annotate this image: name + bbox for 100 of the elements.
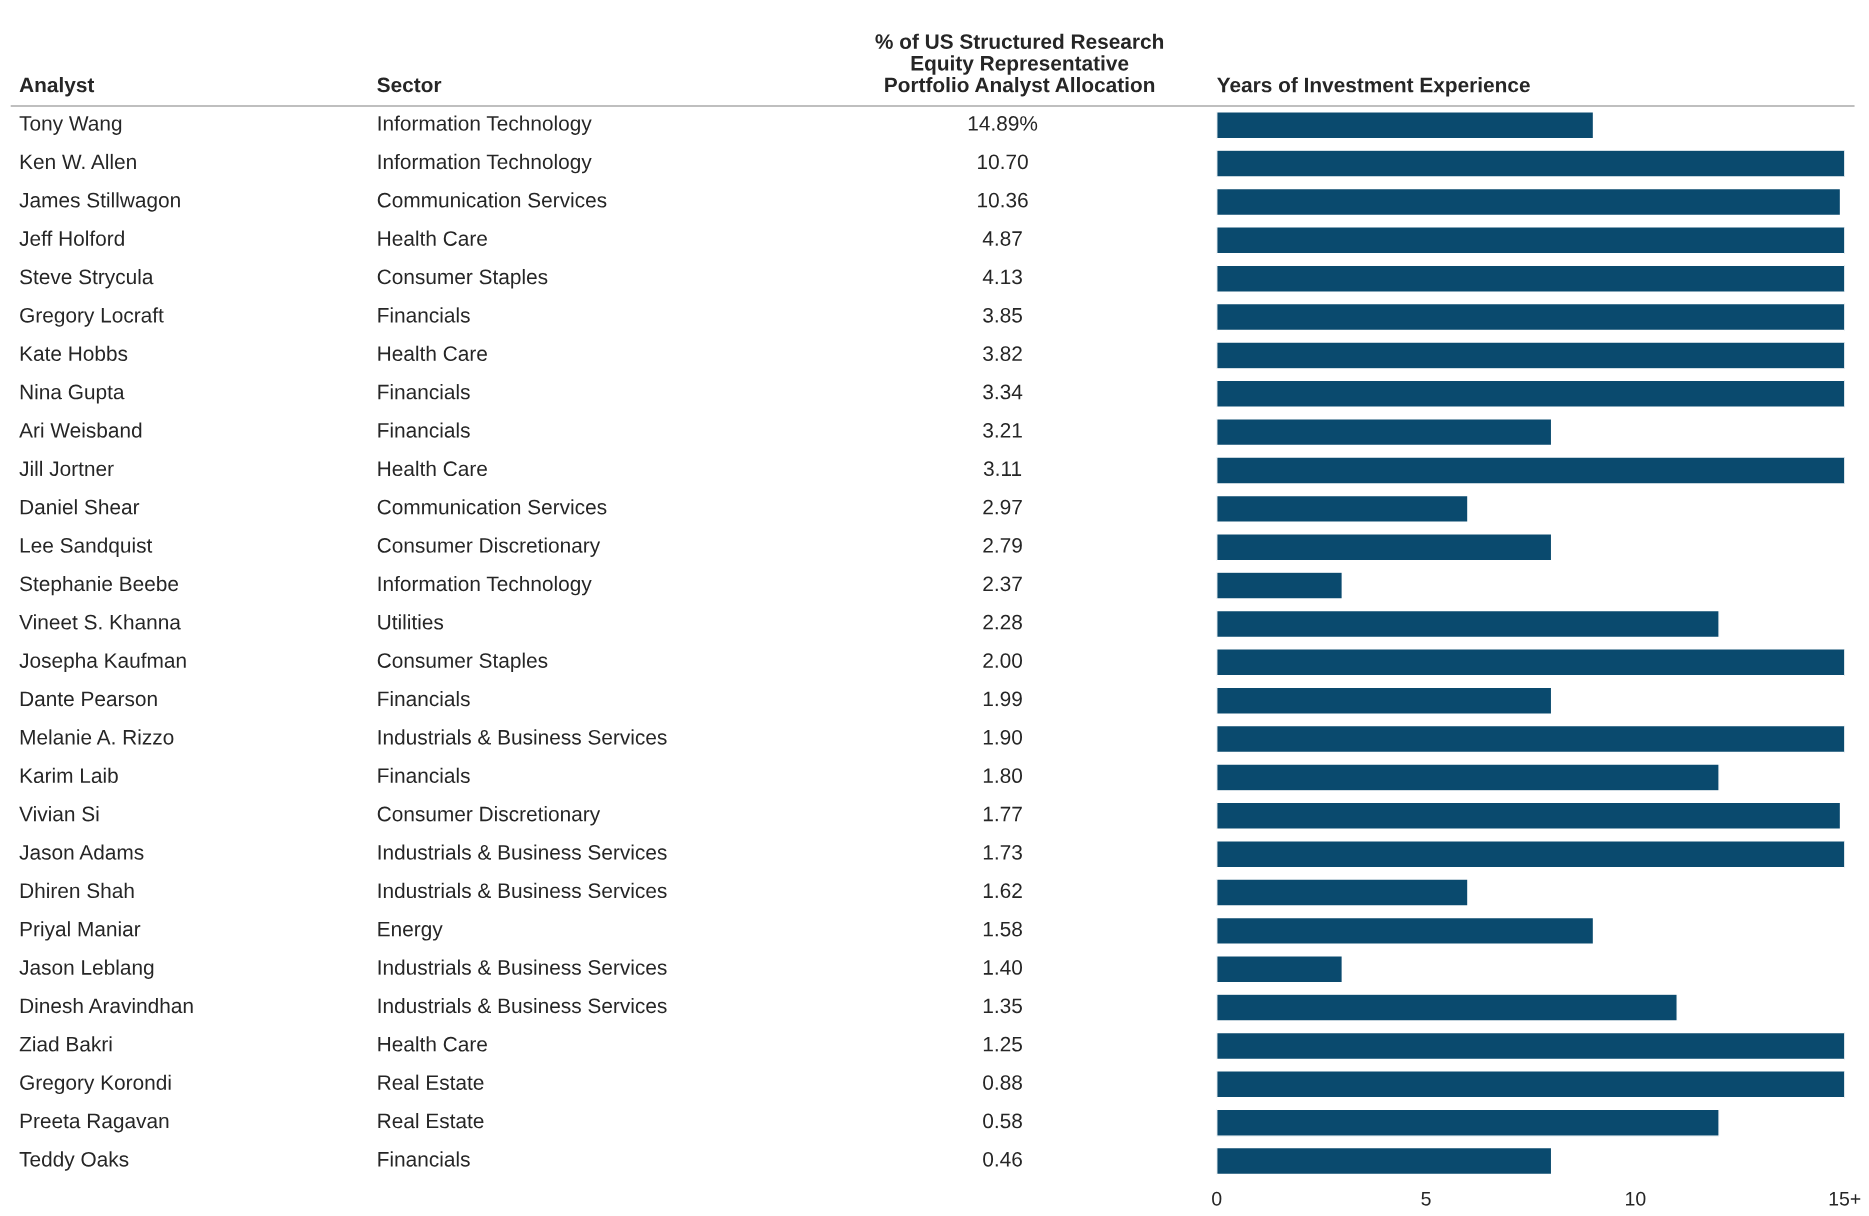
- category-label: Stephanie Beebe: [20, 575, 179, 596]
- text: 3.82: [983, 346, 1022, 361]
- category-label: Financials: [378, 307, 470, 323]
- category-label: Industrials & Business Services: [378, 997, 667, 1014]
- category-label: Ari Weisband: [19, 422, 142, 438]
- bar: [1216, 456, 1845, 485]
- category-label: Priyal Maniar: [20, 921, 141, 941]
- category-label: Consumer Staples: [377, 652, 548, 673]
- bar: [1216, 955, 1344, 984]
- category-label: Real Estate: [378, 1074, 484, 1090]
- category-label: Financials: [378, 690, 470, 707]
- category-label: Communication Services: [377, 499, 607, 515]
- text: 3.11: [983, 461, 1022, 477]
- category-label: James Stillwagon: [19, 192, 180, 212]
- category-label: Health Care: [378, 345, 487, 361]
- bar: [1216, 763, 1720, 792]
- text: 1.90: [983, 729, 1023, 745]
- text: 0.58: [983, 1113, 1022, 1129]
- category-label: Industrials & Business Services: [378, 729, 667, 745]
- x-tick-label: 15+: [1829, 1192, 1861, 1206]
- category-label: Communication Services: [377, 192, 607, 208]
- text: 1.99: [983, 691, 1022, 707]
- category-label: Jason Leblang: [19, 959, 154, 979]
- category-label: Steve Strycula: [20, 268, 154, 289]
- category-label: Jill Jortner: [19, 460, 114, 477]
- bar: [1216, 648, 1845, 677]
- bar: [1216, 1070, 1845, 1099]
- chart-title: Years of Investment Experience: [1217, 77, 1530, 97]
- category-label: Preeta Ragavan: [20, 1113, 169, 1133]
- category-label: Jeff Holford: [19, 230, 124, 246]
- bar: [1216, 494, 1469, 523]
- category-label: Teddy Oaks: [19, 1151, 129, 1171]
- bar: [1216, 187, 1842, 217]
- bar: [1216, 418, 1553, 447]
- category-label: Tony Wang: [19, 116, 122, 135]
- category-label: Industrials & Business Services: [378, 959, 667, 975]
- category-label: Health Care: [378, 1036, 487, 1052]
- bar: [1216, 302, 1845, 332]
- category-label: Financials: [378, 1151, 470, 1167]
- category-label: Industrials & Business Services: [378, 882, 667, 899]
- bar: [1216, 724, 1845, 754]
- text: 0.46: [983, 1151, 1022, 1167]
- category-label: Information Technology: [378, 153, 592, 174]
- text: 1.80: [983, 768, 1023, 784]
- bar: [1216, 686, 1553, 715]
- category-label: Industrials & Business Services: [378, 844, 667, 860]
- bar: [1216, 533, 1553, 562]
- bar: [1216, 609, 1720, 639]
- bar: [1216, 111, 1595, 140]
- category-label: Daniel Shear: [20, 499, 140, 515]
- bar: [1216, 379, 1845, 408]
- category-label: Melanie A. Rizzo: [20, 729, 174, 745]
- category-label: Dinesh Aravindhan: [20, 997, 193, 1014]
- text: 1.25: [983, 1036, 1022, 1052]
- bar: [1216, 226, 1845, 255]
- category-label: Health Care: [378, 230, 487, 246]
- category-label: Gregory Korondi: [20, 1074, 171, 1095]
- text: 2.28: [983, 614, 1022, 630]
- text: 3.85: [983, 307, 1022, 323]
- category-label: Ziad Bakri: [19, 1036, 112, 1052]
- category-label: Karim Laib: [20, 767, 118, 784]
- category-label: Vineet S. Khanna: [19, 614, 181, 630]
- bar: [1216, 878, 1469, 907]
- category-label: Kate Hobbs: [20, 345, 128, 361]
- text: 2.79: [983, 538, 1022, 553]
- category-label: Gregory Locraft: [20, 307, 164, 327]
- bar: [1216, 993, 1678, 1022]
- category-label: Information Technology: [378, 115, 592, 135]
- x-tick-label: 5: [1421, 1192, 1431, 1206]
- category-label: Consumer Discretionary: [377, 537, 601, 557]
- category-label: Lee Sandquist: [20, 537, 153, 557]
- x-tick-label: 0: [1212, 1191, 1222, 1206]
- text: 1.40: [983, 960, 1023, 975]
- category-label: Consumer Staples: [377, 268, 548, 289]
- category-label: Financials: [378, 422, 470, 438]
- bar: [1216, 1031, 1845, 1061]
- category-label: Nina Gupta: [20, 384, 125, 404]
- bar: [1216, 1108, 1720, 1137]
- text: 3.34: [983, 384, 1023, 400]
- category-label: Sector: [377, 77, 442, 93]
- bar: [1216, 264, 1845, 293]
- text: 0.88: [983, 1075, 1022, 1090]
- text: 10.70: [978, 154, 1028, 170]
- category-label: Vivian Si: [19, 806, 99, 822]
- category-label: Consumer Discretionary: [377, 806, 601, 826]
- bar: [1216, 341, 1845, 370]
- text: 2.37: [983, 576, 1022, 592]
- text: 10.36: [978, 192, 1028, 208]
- category-label: Dante Pearson: [20, 691, 157, 707]
- text: 4.13: [982, 269, 1022, 285]
- category-label: Ken W. Allen: [20, 153, 136, 170]
- category-label: Josepha Kaufman: [19, 652, 186, 673]
- text: 1.73: [983, 844, 1022, 860]
- text: 4.87: [982, 231, 1022, 246]
- text: 3.21: [983, 422, 1022, 438]
- category-label: Dhiren Shah: [20, 882, 134, 899]
- text: 1.62: [983, 883, 1022, 899]
- text: 2.97: [983, 499, 1022, 515]
- x-tick-label: 10: [1626, 1191, 1646, 1206]
- bar: [1216, 149, 1845, 178]
